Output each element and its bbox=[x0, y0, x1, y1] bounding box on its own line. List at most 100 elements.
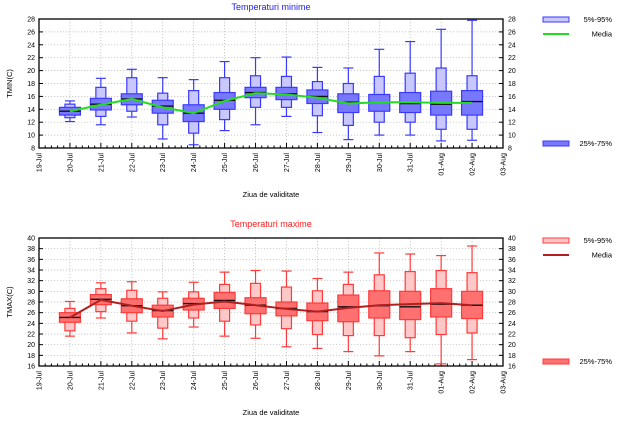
x-tick-label: 27-Jul bbox=[284, 371, 291, 391]
y-tick-label-left: 18 bbox=[27, 81, 35, 88]
x-tick-label: 23-Jul bbox=[160, 371, 167, 391]
box-25-75 bbox=[399, 290, 422, 321]
x-tick-label: 01-Aug bbox=[439, 153, 446, 176]
y-tick-label-right: 16 bbox=[508, 364, 516, 371]
x-axis: 19-Jul 20-Jul 21-Jul 22-Jul 23-Jul 24-Jul 25-J… bbox=[37, 143, 508, 176]
y-tick-label-left: 40 bbox=[27, 236, 35, 243]
legend-swatch-25-75 bbox=[542, 358, 570, 365]
y-tick-label-left: 8 bbox=[31, 146, 35, 153]
box-group bbox=[460, 245, 484, 361]
x-tick-label: 29-Jul bbox=[346, 371, 353, 391]
y-tick-label-right: 26 bbox=[508, 310, 516, 317]
legend-item: 25%-75% bbox=[542, 139, 612, 148]
box-group bbox=[89, 77, 112, 126]
y-tick-label-left: 24 bbox=[27, 321, 35, 328]
y-tick-label-right: 8 bbox=[508, 146, 512, 153]
legend-item: Media bbox=[543, 30, 613, 39]
box-group bbox=[430, 255, 453, 365]
legend-item: 5%-95% bbox=[542, 15, 613, 24]
y-tick-label-right: 28 bbox=[508, 300, 516, 307]
x-tick-label: 31-Jul bbox=[408, 153, 415, 173]
x-tick-label: 02-Aug bbox=[470, 371, 477, 394]
y-tick-label-left: 26 bbox=[27, 29, 35, 36]
y-tick-label-right: 10 bbox=[508, 133, 516, 140]
y-tick-label-left: 14 bbox=[27, 107, 35, 114]
legend-label: Media bbox=[592, 251, 613, 260]
y-tick-label-left: 20 bbox=[27, 342, 35, 349]
y-tick-label-left: 22 bbox=[27, 332, 35, 339]
box-group bbox=[213, 60, 236, 132]
y-tick-label-left: 34 bbox=[27, 268, 35, 275]
x-tick-label: 21-Jul bbox=[98, 153, 105, 173]
legend-label: 5%-95% bbox=[584, 15, 613, 24]
x-tick-label: 21-Jul bbox=[98, 371, 105, 391]
box-group bbox=[399, 253, 422, 353]
legend-item: Media bbox=[543, 251, 613, 260]
x-tick-label: 25-Jul bbox=[222, 371, 229, 391]
x-tick-label: 23-Jul bbox=[160, 153, 167, 173]
y-tick-label-left: 28 bbox=[27, 17, 35, 24]
y-tick-label-right: 18 bbox=[508, 353, 516, 360]
x-tick-label: 31-Jul bbox=[408, 371, 415, 391]
x-tick-label: 24-Jul bbox=[191, 371, 198, 391]
y-tick-label-left: 38 bbox=[27, 246, 35, 253]
mean-line bbox=[69, 92, 473, 115]
y-tick-label-right: 18 bbox=[508, 81, 516, 88]
x-tick-label: 29-Jul bbox=[346, 153, 353, 173]
legend-label: 5%-95% bbox=[584, 236, 613, 245]
y-tick-label-right: 14 bbox=[508, 107, 516, 114]
legend: 5%-95% Media 25%-75% bbox=[542, 15, 613, 148]
box-group bbox=[120, 68, 143, 118]
x-tick-label: 28-Jul bbox=[315, 153, 322, 173]
y-tick-label-left: 16 bbox=[27, 364, 35, 371]
box-group bbox=[430, 28, 453, 142]
x-tick-label: 30-Jul bbox=[377, 153, 384, 173]
y-axis-title: TMIN(C) bbox=[5, 69, 14, 98]
y-axis-title: TMAX(C) bbox=[5, 286, 14, 318]
y-tick-label-left: 36 bbox=[27, 257, 35, 264]
x-tick-label: 20-Jul bbox=[67, 371, 74, 391]
y-tick-label-right: 20 bbox=[508, 68, 516, 75]
box-group bbox=[460, 19, 484, 141]
y-tick-label-left: 28 bbox=[27, 300, 35, 307]
legend-swatch-5-95 bbox=[542, 16, 570, 23]
gridlines bbox=[39, 19, 503, 148]
chart-title: Temperaturi minime bbox=[231, 2, 310, 12]
x-tick-label: 19-Jul bbox=[37, 371, 44, 391]
x-tick-label: 25-Jul bbox=[222, 153, 229, 173]
mean-line bbox=[69, 298, 473, 319]
y-axis: 8 8 10 10 12 12 14 14 16 16 18 18 20 20 22 22 24 24 26 26 28… bbox=[27, 17, 516, 153]
y-tick-label-left: 26 bbox=[27, 310, 35, 317]
x-tick-label: 22-Jul bbox=[129, 153, 136, 173]
x-tick-label: 24-Jul bbox=[191, 153, 198, 173]
y-tick-label-left: 10 bbox=[27, 133, 35, 140]
x-tick-label: 03-Aug bbox=[501, 371, 508, 394]
plot-frame bbox=[38, 18, 504, 149]
legend: 5%-95% Media 25%-75% bbox=[542, 236, 613, 366]
chart-title: Temperaturi maxime bbox=[230, 219, 312, 229]
plot-frame bbox=[38, 237, 504, 367]
y-tick-label-right: 36 bbox=[508, 257, 516, 264]
box-group bbox=[337, 271, 360, 353]
x-tick-label: 20-Jul bbox=[67, 153, 74, 173]
box-group bbox=[151, 291, 174, 340]
y-tick-label-right: 20 bbox=[508, 342, 516, 349]
x-tick-label: 03-Aug bbox=[501, 153, 508, 176]
box-group bbox=[399, 40, 422, 136]
x-axis-title: Ziua de validitate bbox=[243, 408, 300, 417]
x-tick-label: 26-Jul bbox=[253, 153, 260, 173]
chart-tmin: Temperaturi minime 8 8 10 10 12 12 14 14 16 16 18 18… bbox=[5, 2, 613, 199]
y-tick-label-right: 22 bbox=[508, 55, 516, 62]
y-tick-label-left: 30 bbox=[27, 289, 35, 296]
y-tick-label-right: 22 bbox=[508, 332, 516, 339]
y-tick-label-left: 18 bbox=[27, 353, 35, 360]
y-tick-label-right: 30 bbox=[508, 289, 516, 296]
y-tick-label-left: 16 bbox=[27, 94, 35, 101]
x-tick-label: 27-Jul bbox=[284, 153, 291, 173]
box-group bbox=[244, 57, 267, 126]
y-tick-label-left: 22 bbox=[27, 55, 35, 62]
chart-tmax: Temperaturi maxime 16 16 18 18 20 20 22 22 24 24 26… bbox=[5, 219, 613, 417]
box-group bbox=[58, 300, 82, 337]
y-tick-label-left: 12 bbox=[27, 120, 35, 127]
